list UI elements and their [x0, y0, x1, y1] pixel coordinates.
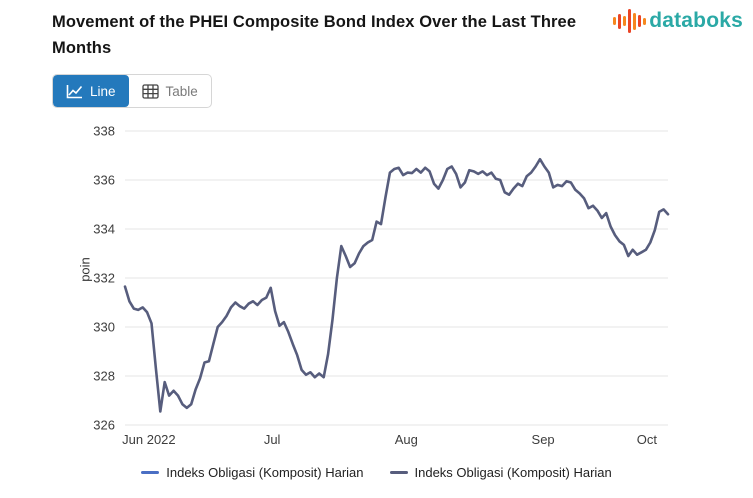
svg-text:334: 334 — [93, 222, 115, 237]
databoks-logo: databoks — [613, 8, 743, 34]
legend-label-1: Indeks Obligasi (Komposit) Harian — [414, 465, 612, 480]
svg-text:Jun 2022: Jun 2022 — [122, 432, 176, 447]
table-view-button[interactable]: Table — [129, 75, 211, 107]
svg-text:Aug: Aug — [395, 432, 418, 447]
page-title: Movement of the PHEI Composite Bond Inde… — [52, 13, 577, 57]
svg-text:Sep: Sep — [532, 432, 555, 447]
svg-text:330: 330 — [93, 320, 115, 335]
view-toggle: Line Table — [52, 74, 212, 108]
table-icon — [141, 83, 159, 99]
chart-canvas: 326 328 330 332 334 336 338 Jun 2022 Jul Aug Sep Oc… — [93, 124, 670, 447]
line-chart-icon — [66, 84, 83, 99]
legend-marker-1 — [389, 471, 408, 474]
svg-text:338: 338 — [93, 124, 115, 139]
svg-text:Jul: Jul — [264, 432, 281, 447]
svg-text:332: 332 — [93, 271, 115, 286]
line-chart: 326 328 330 332 334 336 338 Jun 2022 Jul Aug Sep Oc… — [0, 110, 753, 455]
svg-text:336: 336 — [93, 173, 115, 188]
line-view-button[interactable]: Line — [53, 75, 129, 107]
legend-label-0: Indeks Obligasi (Komposit) Harian — [166, 465, 364, 480]
y-axis-title: poin — [77, 257, 93, 282]
databoks-logo-icon — [613, 8, 647, 34]
legend-marker-0 — [141, 471, 160, 474]
databoks-logo-text: databoks — [649, 9, 743, 32]
line-view-label: Line — [90, 83, 116, 99]
legend-item-1[interactable]: Indeks Obligasi (Komposit) Harian — [389, 465, 612, 480]
svg-text:326: 326 — [93, 418, 115, 433]
legend-item-0[interactable]: Indeks Obligasi (Komposit) Harian — [141, 465, 364, 480]
svg-text:Oct: Oct — [637, 432, 658, 447]
svg-text:328: 328 — [93, 369, 115, 384]
table-view-label: Table — [165, 83, 198, 99]
chart-legend: Indeks Obligasi (Komposit) Harian Indeks … — [0, 465, 753, 480]
